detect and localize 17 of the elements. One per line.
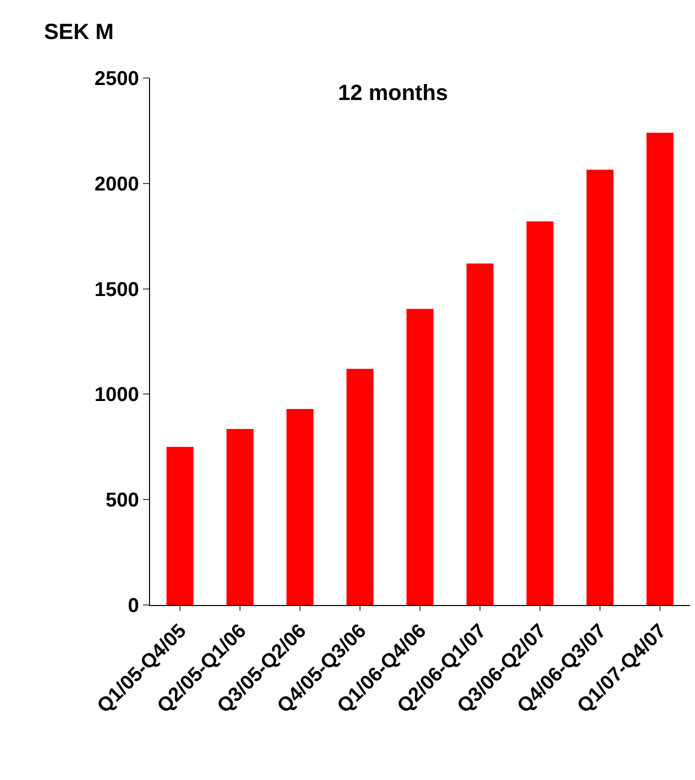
chart-title: 12 months <box>338 80 448 105</box>
y-tick-label: 500 <box>106 490 139 512</box>
bar <box>166 446 194 605</box>
y-tick-label: 0 <box>128 595 139 617</box>
bar <box>526 221 554 605</box>
bar <box>406 308 434 605</box>
bar <box>466 264 494 605</box>
y-tick-label: 1000 <box>94 384 139 406</box>
bar <box>346 368 374 605</box>
y-tick-label: 2000 <box>94 173 139 196</box>
bar <box>286 408 314 605</box>
bar <box>586 170 614 605</box>
y-axis-title: SEK M <box>44 19 114 44</box>
y-tick-label: 2500 <box>94 68 139 90</box>
bar <box>226 428 254 605</box>
bar <box>646 132 674 605</box>
y-tick-label: 1500 <box>94 278 139 301</box>
